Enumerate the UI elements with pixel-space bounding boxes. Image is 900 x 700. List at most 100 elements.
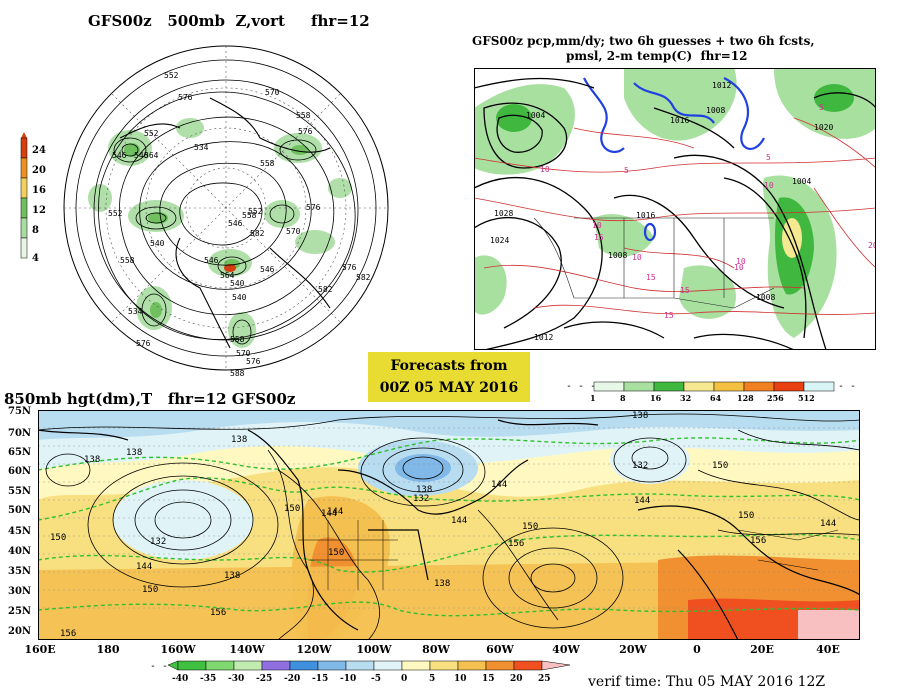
lon-label: 60W <box>486 643 514 656</box>
temp-label: 15 <box>680 286 690 295</box>
temp-label: 15 <box>664 311 674 320</box>
forecast-banner: Forecasts from 00Z 05 MAY 2016 <box>368 352 530 402</box>
temp-colorbar-tick: 0 <box>401 674 408 684</box>
precip-map: 1004 1008 1012 1016 1020 1024 1028 1012 … <box>474 68 876 350</box>
contour-label: 546 <box>260 265 275 274</box>
lon-label: 100W <box>356 643 392 656</box>
polar-panel-title: GFS00z 500mb Z,vort fhr=12 <box>88 12 370 30</box>
contour-label: 546 <box>228 219 243 228</box>
temp-colorbar-tick: -40 <box>172 674 189 684</box>
contour-label: 582 <box>356 273 371 282</box>
polar-colorbar-tick: 8 <box>32 225 39 236</box>
pressure-label: 1016 <box>636 211 655 220</box>
height-label: 150 <box>738 511 754 521</box>
precip-panel-title-line1: GFS00z pcp,mm/dy; two 6h guesses + two 6… <box>472 34 815 48</box>
polar-colorbar <box>20 132 28 259</box>
svg-text:- - -: - - - <box>566 381 596 392</box>
temp-label: 20 <box>868 241 876 250</box>
lat-label: 55N <box>8 486 32 497</box>
lon-label: 180 <box>96 643 120 656</box>
contour-label: 570 <box>236 349 251 358</box>
height-label: 138 <box>632 411 648 421</box>
lon-label: 80W <box>422 643 450 656</box>
contour-label: 552 <box>248 207 263 216</box>
precip-colorbar-tick: 64 <box>710 393 722 403</box>
temp-colorbar-tick: -30 <box>228 674 245 684</box>
precip-colorbar: - - - - - - <box>566 381 856 392</box>
main-panel-title: 850mb hgt(dm),T fhr=12 GFS00z <box>4 390 296 408</box>
pressure-label: 1028 <box>494 209 513 218</box>
contour-label: 540 <box>134 151 149 160</box>
lat-label: 45N <box>8 526 32 537</box>
main-map: 138 138 138 132 144 150 156 156 150 144 … <box>38 410 860 640</box>
temp-colorbar-tick: 5 <box>429 674 436 684</box>
contour-label: 564 <box>144 151 159 160</box>
temp-colorbar-tick: -10 <box>340 674 357 684</box>
contour-label: 552 <box>108 209 123 218</box>
temp-colorbar-tick: -20 <box>284 674 301 684</box>
height-label: 144 <box>820 519 836 529</box>
height-label: 144 <box>327 507 343 517</box>
precip-colorbar-tick: 16 <box>650 393 662 403</box>
height-label: 132 <box>413 494 429 504</box>
pressure-label: 1012 <box>712 81 731 90</box>
temp-label: 10 <box>734 263 744 272</box>
polar-map: 552 576 570 558 534 552 564 558 546 540 … <box>63 45 389 378</box>
temp-colorbar-tick: -5 <box>371 674 381 684</box>
contour-label: 576 <box>178 93 193 102</box>
height-label: 138 <box>224 571 240 581</box>
precip-colorbar-tick: 1 <box>590 393 596 403</box>
lon-label: 40E <box>816 643 840 656</box>
pressure-label: 1008 <box>756 293 775 302</box>
temp-colorbar-tick: -15 <box>312 674 329 684</box>
pressure-label: 1012 <box>534 333 553 342</box>
contour-label: 588 <box>230 369 245 378</box>
height-label: 144 <box>321 509 337 519</box>
contour-label: 576 <box>246 357 261 366</box>
contour-label: 534 <box>128 307 143 316</box>
precip-colorbar-tick: 128 <box>737 393 754 403</box>
lat-label: 35N <box>8 566 32 577</box>
height-label: 150 <box>142 585 158 595</box>
contour-label: 558 <box>296 111 311 120</box>
height-label: 144 <box>491 480 507 490</box>
temp-label: 10 <box>540 165 550 174</box>
height-label: 150 <box>50 533 66 543</box>
height-label: 150 <box>328 548 344 558</box>
height-label: 156 <box>60 629 76 639</box>
height-label: 132 <box>632 461 648 471</box>
height-label: 138 <box>434 579 450 589</box>
pressure-label: 1024 <box>490 236 509 245</box>
lon-label: 40W <box>552 643 580 656</box>
contour-label: 564 <box>220 271 235 280</box>
polar-colorbar-tick: 24 <box>32 145 46 156</box>
contour-label: 540 <box>232 293 247 302</box>
height-label: 144 <box>451 516 467 526</box>
temp-label: 5 <box>819 103 824 112</box>
polar-colorbar-tick: 4 <box>32 253 39 264</box>
svg-text:- - -: - - - <box>838 381 856 392</box>
lon-label: 140W <box>229 643 265 656</box>
forecast-banner-line2: 00Z 05 MAY 2016 <box>379 380 519 396</box>
contour-label: 540 <box>230 279 245 288</box>
precip-colorbar-tick: 256 <box>767 393 784 403</box>
lon-label: 20W <box>619 643 647 656</box>
pressure-label: 1020 <box>814 123 833 132</box>
pressure-label: 1004 <box>526 111 545 120</box>
temperature-colorbar: - - <box>150 660 571 672</box>
contour-label: 558 <box>230 335 245 344</box>
contour-label: 576 <box>136 339 151 348</box>
lon-label: 20E <box>750 643 774 656</box>
precip-colorbar-tick: 32 <box>680 393 692 403</box>
height-label: 138 <box>126 448 142 458</box>
height-label: 138 <box>231 435 247 445</box>
height-label: 150 <box>284 504 300 514</box>
contour-label: 552 <box>164 71 179 80</box>
polar-colorbar-tick: 12 <box>32 205 46 216</box>
contour-label: 534 <box>194 143 209 152</box>
lon-label: 160W <box>160 643 196 656</box>
contour-label: 552 <box>144 129 159 138</box>
lon-label: 120W <box>296 643 332 656</box>
temp-label: 5 <box>766 153 771 162</box>
pressure-label: 1008 <box>608 251 627 260</box>
